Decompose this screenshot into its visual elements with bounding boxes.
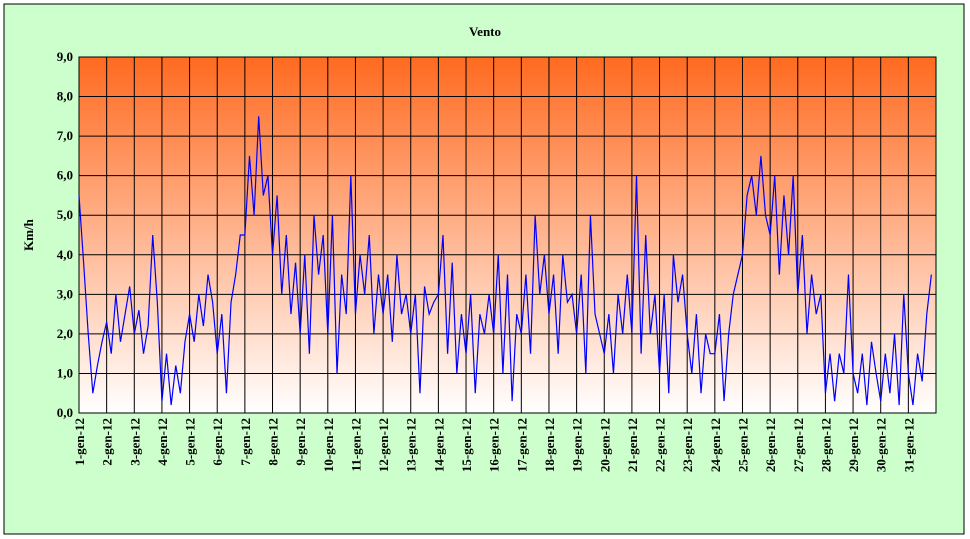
- y-tick-label: 6,0: [57, 168, 73, 183]
- x-tick-label: 30-gen-12: [874, 418, 889, 472]
- data-line: [78, 116, 932, 406]
- x-tick-label: 22-gen-12: [653, 418, 668, 472]
- x-tick-label: 16-gen-12: [487, 418, 502, 472]
- plot-area: [79, 57, 936, 413]
- x-tick-label: 6-gen-12: [210, 418, 225, 466]
- x-tick-label: 31-gen-12: [901, 418, 916, 472]
- x-tick-label: 20-gen-12: [597, 418, 612, 472]
- plot-border: [78, 56, 937, 414]
- y-tick-label: 8,0: [57, 89, 73, 104]
- y-tick-label: 4,0: [57, 247, 73, 262]
- x-tick-label: 8-gen-12: [266, 418, 281, 466]
- x-tick-label: 29-gen-12: [846, 418, 861, 472]
- x-tick-label: 9-gen-12: [293, 418, 308, 466]
- x-tick-label: 28-gen-12: [818, 418, 833, 472]
- x-tick-label: 17-gen-12: [514, 418, 529, 472]
- y-tick-label: 1,0: [57, 365, 73, 380]
- x-tick-label: 26-gen-12: [763, 418, 778, 472]
- x-tick-label: 18-gen-12: [542, 418, 557, 472]
- x-tick-label: 10-gen-12: [321, 418, 336, 472]
- x-tick-label: 4-gen-12: [155, 418, 170, 466]
- x-tick-label: 5-gen-12: [183, 418, 198, 466]
- x-tick-label: 7-gen-12: [238, 418, 253, 466]
- x-tick-label: 1-gen-12: [72, 418, 87, 466]
- y-tick-label: 7,0: [57, 128, 73, 143]
- x-tick-label: 13-gen-12: [404, 418, 419, 472]
- x-tick-label: 14-gen-12: [431, 418, 446, 472]
- chart-title: Vento: [469, 24, 501, 39]
- x-tick-label: 19-gen-12: [570, 418, 585, 472]
- x-tick-label: 3-gen-12: [127, 418, 142, 466]
- x-tick-label: 25-gen-12: [735, 418, 750, 472]
- y-axis-label: Km/h: [21, 218, 36, 251]
- y-tick-label: 3,0: [57, 286, 73, 301]
- x-tick-label: 21-gen-12: [625, 418, 640, 472]
- x-tick-label: 23-gen-12: [680, 418, 695, 472]
- x-tick-label: 24-gen-12: [708, 418, 723, 472]
- y-tick-label: 2,0: [57, 326, 73, 341]
- x-tick-label: 11-gen-12: [348, 418, 363, 471]
- y-tick-label: 0,0: [57, 405, 73, 420]
- x-tick-label: 2-gen-12: [100, 418, 115, 466]
- y-tick-label: 9,0: [57, 49, 73, 64]
- x-tick-label: 27-gen-12: [791, 418, 806, 472]
- y-tick-label: 5,0: [57, 207, 73, 222]
- x-tick-label: 12-gen-12: [376, 418, 391, 472]
- x-tick-label: 15-gen-12: [459, 418, 474, 472]
